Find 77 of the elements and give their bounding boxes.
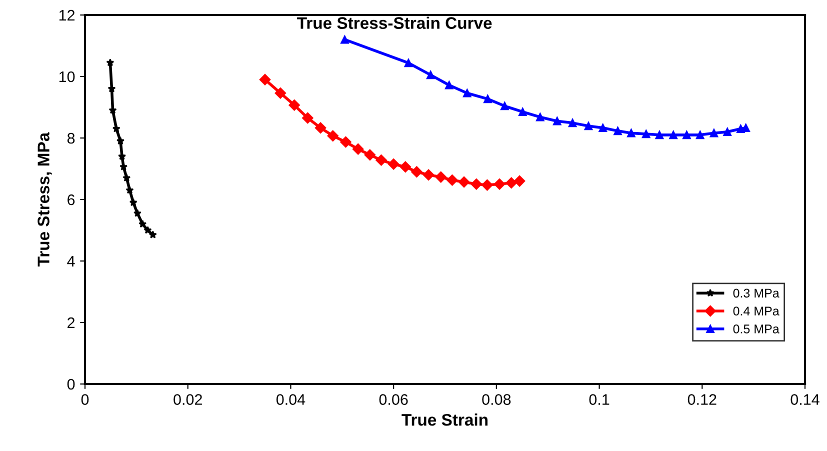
point bbox=[514, 175, 526, 187]
point bbox=[388, 158, 400, 170]
point bbox=[642, 130, 650, 138]
point bbox=[126, 186, 134, 194]
y-tick-label: 0 bbox=[67, 378, 75, 390]
point bbox=[148, 230, 157, 238]
y-tick-label: 8 bbox=[67, 132, 75, 144]
point bbox=[669, 130, 678, 140]
y-axis-title: True Stress, MPa bbox=[38, 132, 52, 266]
point bbox=[364, 149, 376, 161]
point bbox=[446, 174, 458, 186]
point bbox=[314, 122, 326, 134]
point bbox=[288, 99, 300, 111]
x-tick-label: 0.14 bbox=[790, 394, 820, 405]
point bbox=[506, 177, 517, 188]
point bbox=[327, 130, 338, 142]
legend-label: 0.3 MPa bbox=[733, 288, 780, 298]
point bbox=[400, 161, 412, 173]
point bbox=[376, 154, 387, 166]
y-tick-label: 6 bbox=[68, 194, 75, 206]
point bbox=[122, 174, 131, 182]
y-tick-label: 4 bbox=[67, 256, 75, 267]
point bbox=[484, 94, 492, 104]
point bbox=[259, 74, 271, 86]
y-tick-label: 2 bbox=[68, 317, 75, 328]
point bbox=[614, 126, 622, 136]
point bbox=[710, 128, 718, 138]
point bbox=[552, 116, 562, 126]
y-tick-label: 10 bbox=[59, 71, 75, 82]
point bbox=[426, 70, 435, 80]
point bbox=[470, 178, 482, 190]
y-tick-label: 12 bbox=[59, 10, 75, 21]
x-tick-label: 0.06 bbox=[379, 394, 408, 405]
legend-label: 0.5 MPa bbox=[733, 324, 780, 334]
point bbox=[518, 108, 527, 116]
point bbox=[302, 112, 314, 124]
point bbox=[627, 128, 636, 138]
point bbox=[129, 198, 138, 206]
x-tick-label: 0.12 bbox=[688, 394, 716, 405]
point bbox=[598, 124, 608, 132]
point bbox=[536, 112, 544, 122]
point bbox=[106, 58, 114, 66]
point bbox=[435, 171, 446, 183]
point bbox=[340, 35, 349, 44]
point bbox=[494, 178, 506, 190]
point bbox=[411, 166, 422, 178]
point bbox=[482, 179, 493, 191]
x-axis-title: True Strain bbox=[402, 414, 488, 426]
x-tick-label: 0.08 bbox=[482, 394, 511, 405]
point bbox=[422, 169, 434, 181]
point bbox=[112, 124, 120, 132]
point bbox=[584, 122, 593, 130]
point bbox=[352, 143, 364, 155]
point bbox=[340, 136, 352, 148]
x-tick-label: 0 bbox=[81, 394, 89, 405]
point bbox=[444, 80, 454, 90]
legend-label: 0.4 MPa bbox=[733, 306, 780, 316]
x-tick-label: 0.04 bbox=[276, 394, 306, 405]
point bbox=[723, 128, 732, 136]
x-tick-label: 0.02 bbox=[174, 394, 202, 405]
point bbox=[138, 220, 147, 228]
point bbox=[462, 88, 472, 98]
point bbox=[500, 102, 509, 110]
point bbox=[458, 176, 470, 188]
x-tick-label: 0.1 bbox=[589, 394, 610, 405]
point bbox=[108, 84, 116, 92]
point bbox=[655, 130, 664, 140]
chart-title: True Stress-Strain Curve bbox=[297, 16, 492, 29]
point bbox=[133, 209, 142, 217]
point bbox=[274, 88, 286, 99]
point bbox=[116, 136, 124, 145]
point bbox=[568, 118, 577, 128]
point bbox=[120, 162, 128, 170]
point bbox=[404, 58, 413, 68]
point bbox=[696, 130, 704, 140]
point bbox=[682, 130, 691, 140]
point bbox=[144, 226, 152, 234]
